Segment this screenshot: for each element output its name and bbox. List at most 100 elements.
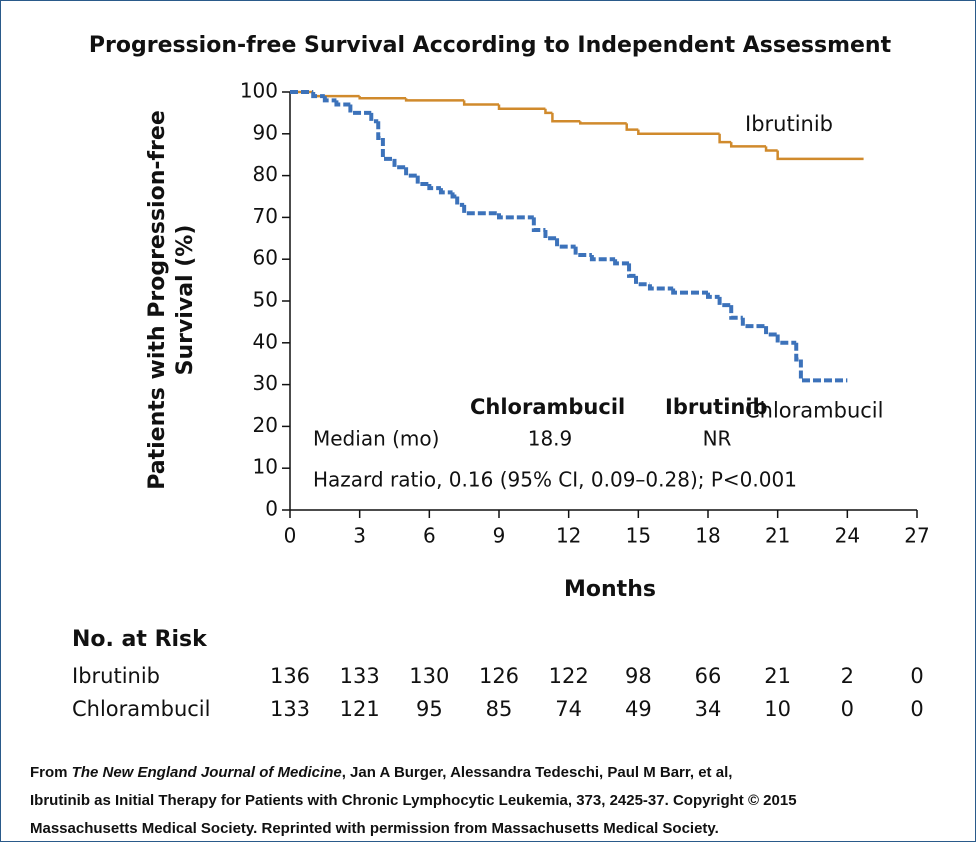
- risk-value: 2: [841, 664, 854, 688]
- x-tick-label: 21: [765, 524, 790, 548]
- survival-step: [462, 204, 499, 216]
- survival-step: [311, 92, 325, 99]
- survival-step: [380, 137, 395, 161]
- x-tick-label: 24: [835, 524, 860, 548]
- x-tick-label: 9: [493, 524, 506, 548]
- footer-text: , Jan A Burger, Alessandra Tedeschi, Pau…: [342, 764, 733, 781]
- survival-step: [555, 238, 576, 249]
- survival-step: [573, 246, 592, 258]
- survival-step: [450, 192, 458, 199]
- survival-step: [775, 334, 797, 345]
- survival-step: [671, 288, 708, 295]
- survival-step: [647, 284, 674, 291]
- survival-step: [613, 259, 630, 266]
- survival-step: [544, 108, 553, 115]
- risk-value: 133: [270, 697, 310, 721]
- footer-journal: The New England Journal of Medicine: [72, 764, 342, 781]
- survival-step: [706, 292, 720, 299]
- risk-value: 126: [479, 664, 519, 688]
- survival-step: [729, 142, 767, 148]
- series-label: Chlorambucil: [745, 398, 883, 422]
- survival-step: [625, 123, 639, 131]
- survival-step: [376, 121, 383, 140]
- risk-value: 0: [910, 697, 923, 721]
- x-tick-label: 12: [556, 524, 581, 548]
- y-tick-label: 20: [253, 413, 278, 437]
- series-label: Ibrutinib: [745, 112, 833, 136]
- risk-value: 21: [764, 664, 791, 688]
- risk-value: 74: [555, 697, 582, 721]
- median-row-label: Median (mo): [313, 427, 439, 451]
- survival-step: [634, 275, 650, 287]
- survival-step: [404, 98, 465, 102]
- y-axis-label: Survival (%): [173, 225, 198, 376]
- footer-text: From: [30, 764, 68, 781]
- risk-value: 121: [340, 697, 380, 721]
- x-tick-label: 27: [904, 524, 929, 548]
- survival-step: [798, 359, 848, 383]
- survival-step: [497, 104, 546, 110]
- survival-step: [579, 121, 627, 125]
- survival-step: [637, 129, 720, 136]
- risk-value: 122: [549, 664, 589, 688]
- survival-step: [531, 217, 546, 232]
- y-tick-label: 50: [253, 288, 278, 312]
- y-tick-label: 90: [253, 120, 278, 144]
- survival-step: [729, 305, 743, 320]
- x-axis-label: Months: [564, 577, 656, 602]
- y-tick-label: 80: [253, 162, 278, 186]
- median-header: Ibrutinib: [665, 395, 768, 419]
- y-axis-label: Patients with Progression-free: [145, 110, 170, 490]
- risk-value: 95: [416, 697, 443, 721]
- survival-step: [348, 104, 372, 115]
- x-tick-label: 0: [284, 524, 297, 548]
- survival-step: [718, 133, 732, 144]
- survival-step: [497, 213, 534, 220]
- survival-step: [764, 326, 778, 337]
- survival-step: [776, 150, 864, 161]
- survival-step: [462, 100, 499, 106]
- risk-value: 133: [340, 664, 380, 688]
- survival-step: [334, 100, 351, 107]
- footer-line: Ibrutinib as Initial Therapy for Patient…: [30, 792, 797, 809]
- y-tick-label: 100: [240, 79, 278, 103]
- survival-step: [415, 175, 430, 186]
- survival-step: [438, 188, 453, 195]
- survival-step: [589, 255, 616, 262]
- median-value: 18.9: [528, 427, 573, 451]
- survival-step: [455, 196, 465, 207]
- y-tick-label: 60: [253, 246, 278, 270]
- risk-value: 98: [625, 664, 652, 688]
- y-tick-label: 10: [253, 455, 278, 479]
- risk-value: 49: [625, 697, 652, 721]
- survival-step: [427, 183, 441, 191]
- footer-line: From The New England Journal of Medicine…: [30, 764, 732, 781]
- x-tick-label: 18: [695, 524, 720, 548]
- survival-step: [627, 263, 637, 278]
- survival-step: [764, 146, 778, 152]
- x-tick-label: 3: [353, 524, 366, 548]
- x-tick-label: 6: [423, 524, 436, 548]
- x-tick-label: 15: [626, 524, 651, 548]
- risk-value: 66: [695, 664, 722, 688]
- y-tick-label: 40: [253, 329, 278, 353]
- survival-step: [543, 229, 558, 241]
- risk-value: 34: [695, 697, 722, 721]
- footer-line: Massachusetts Medical Society. Reprinted…: [30, 820, 719, 837]
- risk-value: 10: [764, 697, 791, 721]
- risk-value: 0: [841, 697, 854, 721]
- risk-row-label: Ibrutinib: [72, 664, 160, 688]
- survival-step: [358, 96, 407, 100]
- risk-value: 130: [409, 664, 449, 688]
- risk-row-label: Chlorambucil: [72, 697, 210, 721]
- median-header: Chlorambucil: [470, 395, 625, 419]
- hazard-ratio: Hazard ratio, 0.16 (95% CI, 0.09–0.28); …: [313, 468, 797, 492]
- y-tick-label: 0: [265, 497, 278, 521]
- risk-value: 136: [270, 664, 310, 688]
- survival-step: [404, 167, 418, 178]
- chart-title: Progression-free Survival According to I…: [89, 33, 892, 58]
- survival-step: [551, 112, 581, 123]
- y-tick-label: 70: [253, 204, 278, 228]
- survival-step: [794, 342, 801, 362]
